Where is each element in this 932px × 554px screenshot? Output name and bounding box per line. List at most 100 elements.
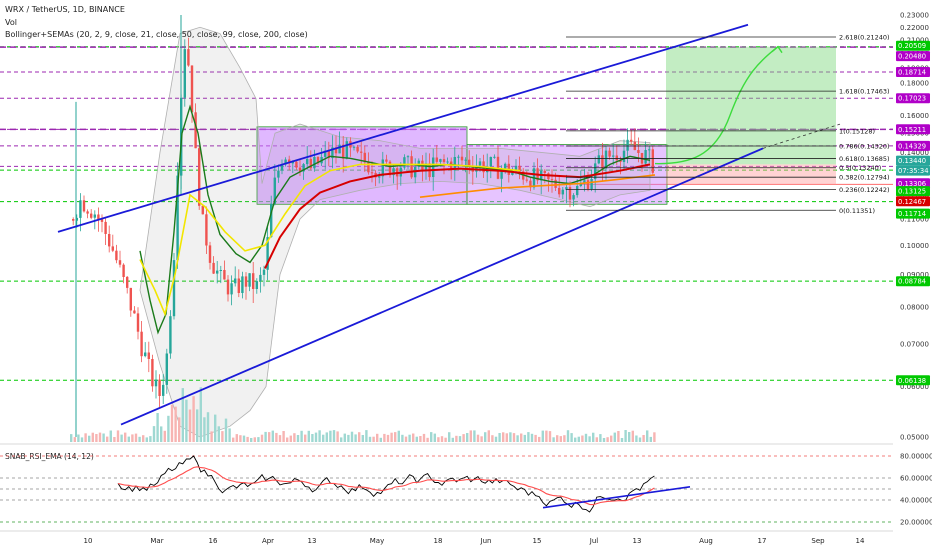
- volume-bar: [422, 433, 426, 442]
- price-level-badge: 0.15211: [896, 124, 930, 135]
- candle-body: [435, 157, 438, 162]
- volume-bar: [394, 432, 397, 442]
- candle-body: [576, 186, 579, 196]
- price-level-badge: 0.06138: [896, 375, 930, 386]
- target-zone: [666, 46, 836, 165]
- candle: [406, 155, 410, 169]
- candle-body: [561, 189, 564, 195]
- candle-body: [619, 160, 622, 162]
- candle-body: [518, 165, 521, 172]
- candle: [435, 145, 438, 165]
- candle: [601, 142, 604, 181]
- time-axis-tick: 16: [209, 537, 218, 545]
- volume-bar: [221, 431, 224, 442]
- volume-bar: [466, 433, 469, 442]
- volume-bar: [70, 434, 73, 442]
- volume-bar: [181, 388, 184, 442]
- candle: [457, 154, 460, 170]
- candle-body: [75, 217, 78, 221]
- volume-bar: [372, 436, 375, 442]
- projection-path: [654, 46, 779, 165]
- candle-body: [90, 213, 93, 218]
- volume-bar: [638, 437, 642, 442]
- candle-body: [194, 112, 197, 149]
- volume-bar: [271, 430, 274, 442]
- candle-body: [514, 165, 518, 172]
- candle-body: [176, 175, 179, 261]
- rsi-ema-line: [117, 466, 655, 506]
- volume-bar: [167, 415, 170, 442]
- price-level-badge: 0.18714: [896, 67, 930, 77]
- volume-bar: [84, 433, 87, 442]
- price-axis-tick: 0.09000: [900, 271, 929, 279]
- fib-level-label: 0.786(0.14320): [839, 143, 890, 151]
- candle: [86, 209, 89, 219]
- candle: [298, 159, 302, 176]
- volume-bar: [286, 437, 289, 442]
- candle: [572, 193, 575, 207]
- volume-bar: [120, 434, 123, 442]
- volume-bar: [192, 396, 195, 442]
- volume-bar: [520, 433, 523, 442]
- price-level-badge: 0.11714: [896, 208, 930, 219]
- price-level-badge-text: 0.18714: [898, 69, 926, 77]
- candle: [158, 374, 161, 408]
- price-level-badge-text: 0.20509: [898, 42, 926, 50]
- candle-body: [504, 163, 507, 170]
- volume-bar: [548, 431, 552, 442]
- volume-bar: [574, 437, 577, 442]
- price-axis-tick: 0.21000: [900, 37, 929, 45]
- candle-body: [597, 155, 600, 164]
- volume-bar: [404, 436, 408, 442]
- candle-body: [615, 155, 618, 161]
- time-axis-tick: 13: [633, 537, 642, 545]
- candle: [590, 169, 593, 192]
- candle-body: [446, 161, 449, 163]
- volume-bar: [412, 433, 415, 442]
- candle-body: [489, 157, 492, 167]
- price-level-badge-text: 0.13125: [898, 188, 926, 196]
- volume-bar: [174, 406, 177, 442]
- volume-bar: [365, 430, 368, 442]
- volume-bar: [214, 414, 217, 442]
- volume-bar: [538, 436, 541, 442]
- candle-body: [223, 270, 226, 280]
- price-level-badge-bg: [896, 124, 930, 135]
- candle-body: [478, 161, 482, 166]
- candle: [111, 234, 114, 253]
- candle-body: [601, 155, 604, 169]
- candle-body: [568, 187, 572, 200]
- volume-bar: [577, 436, 580, 442]
- candle-body: [212, 262, 215, 274]
- volume-bar: [253, 437, 256, 442]
- candle-body: [270, 203, 273, 238]
- volume-bar: [480, 436, 483, 442]
- price-level-badge-text: 0.17023: [898, 95, 926, 103]
- volume-bar: [336, 431, 339, 442]
- price-level-badge: 0.13440: [896, 155, 930, 166]
- price-level-badge: 07:35:34: [896, 165, 930, 176]
- candle: [252, 262, 255, 303]
- candle-body: [187, 49, 190, 66]
- volume-bar: [160, 426, 163, 442]
- price-axis-tick: 0.16000: [900, 112, 929, 120]
- candle-body: [291, 161, 294, 164]
- volume-bar: [257, 437, 260, 442]
- price-level-badge-bg: [896, 276, 930, 287]
- candle: [136, 307, 140, 340]
- price-level-badge-text: 07:35:34: [898, 167, 929, 175]
- candle-body: [147, 352, 150, 359]
- price-axis-tick: 0.06000: [900, 383, 929, 391]
- candle-body: [324, 150, 327, 157]
- price-level-badge-bg: [896, 165, 930, 176]
- volume-bar: [156, 413, 159, 442]
- candle: [403, 154, 406, 170]
- candle: [230, 275, 233, 306]
- candle-body: [637, 150, 640, 153]
- candle-body: [644, 150, 647, 164]
- candle-body: [129, 287, 132, 311]
- candle: [226, 275, 230, 302]
- volume-bar: [491, 435, 494, 442]
